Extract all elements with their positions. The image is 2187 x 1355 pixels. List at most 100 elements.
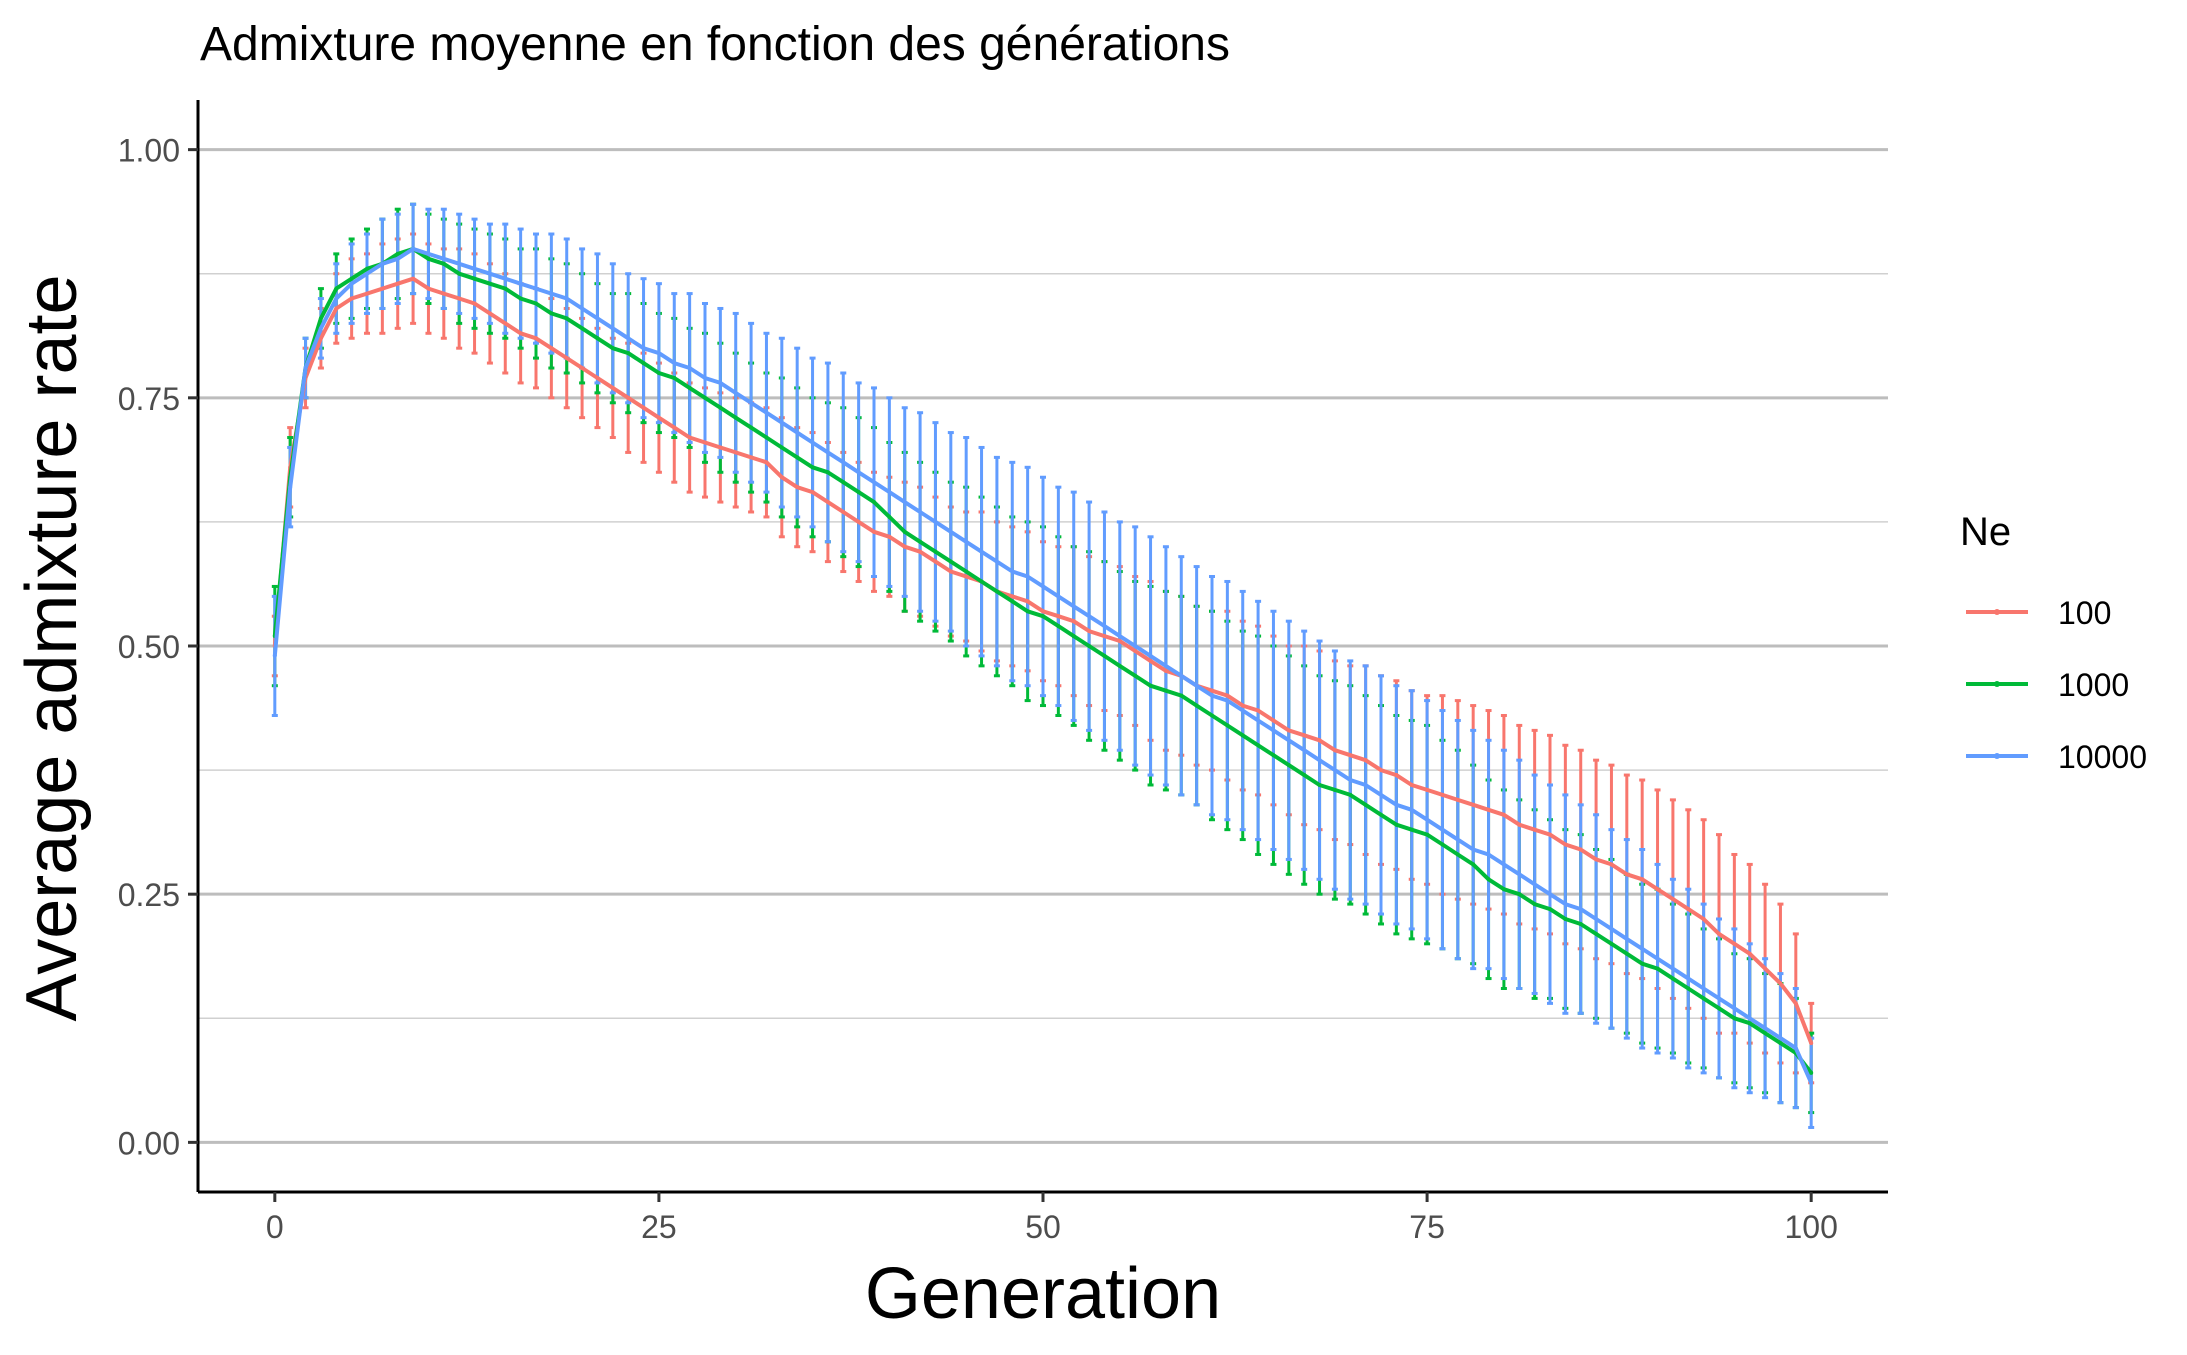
data-point <box>426 251 431 256</box>
data-point <box>487 311 492 316</box>
data-point <box>472 301 477 306</box>
data-point <box>288 485 293 490</box>
data-point <box>1640 877 1645 882</box>
data-point <box>1087 629 1092 634</box>
data-point <box>918 509 923 514</box>
data-point <box>887 490 892 495</box>
data-point <box>1179 693 1184 698</box>
data-point <box>1563 842 1568 847</box>
x-tick-label: 50 <box>1025 1209 1061 1245</box>
data-point <box>349 276 354 281</box>
data-point <box>1532 902 1537 907</box>
data-point <box>1548 832 1552 837</box>
data-point <box>303 366 308 371</box>
data-point <box>1609 926 1614 931</box>
data-point <box>918 539 923 544</box>
data-point <box>1302 773 1307 778</box>
data-point <box>426 286 431 291</box>
data-point <box>687 366 692 371</box>
data-point <box>1532 827 1537 832</box>
data-point <box>1256 718 1261 723</box>
data-point <box>1609 862 1614 867</box>
data-point <box>534 286 538 291</box>
data-point <box>518 296 523 301</box>
data-point <box>503 321 508 326</box>
data-point <box>1256 743 1261 748</box>
y-tick-label: 0.00 <box>118 1125 180 1161</box>
data-point <box>872 500 876 505</box>
data-point <box>1179 673 1184 678</box>
data-point <box>779 475 784 480</box>
y-tick-label: 0.50 <box>118 629 180 665</box>
data-point <box>580 326 585 331</box>
legend-title: Ne <box>1960 510 2011 554</box>
legend-key-point <box>1994 753 2000 759</box>
data-point <box>472 266 477 271</box>
data-point <box>349 296 354 301</box>
data-point <box>1425 787 1430 792</box>
data-point <box>472 276 477 281</box>
x-tick-label: 25 <box>641 1209 677 1245</box>
data-point <box>1210 693 1214 698</box>
data-point <box>1394 822 1399 827</box>
data-point <box>610 326 615 331</box>
series-lines <box>272 246 1814 1085</box>
data-point <box>841 460 846 465</box>
data-point <box>1210 713 1214 718</box>
data-point <box>626 336 631 341</box>
data-point <box>549 311 554 316</box>
data-point <box>1670 897 1675 902</box>
y-tick-label: 1.00 <box>118 133 180 169</box>
data-point <box>365 271 369 276</box>
data-point <box>1056 624 1061 629</box>
data-point <box>1133 648 1138 653</box>
data-point <box>441 256 446 261</box>
legend-label: 100 <box>2058 595 2111 631</box>
data-point <box>825 500 830 505</box>
data-point <box>610 385 615 390</box>
data-point <box>1394 773 1399 778</box>
data-point <box>1517 822 1522 827</box>
data-point <box>1471 802 1476 807</box>
data-point <box>795 430 800 435</box>
data-point <box>964 539 969 544</box>
data-point <box>1763 966 1768 971</box>
y-tick-label: 0.75 <box>118 381 180 417</box>
data-point <box>580 306 585 311</box>
data-point <box>518 331 523 336</box>
data-point <box>395 281 400 286</box>
data-point <box>1701 986 1706 991</box>
data-point <box>749 425 754 430</box>
data-point <box>1686 986 1691 991</box>
data-point <box>887 514 892 519</box>
data-point <box>1778 1036 1783 1041</box>
data-point <box>1056 594 1061 599</box>
data-point <box>1778 1041 1783 1046</box>
data-point <box>1686 907 1691 912</box>
data-point <box>672 375 677 380</box>
data-point <box>1379 792 1383 797</box>
data-point <box>1747 1021 1752 1026</box>
data-point <box>1302 733 1307 738</box>
data-point <box>1409 807 1414 812</box>
data-point <box>564 296 569 301</box>
data-point <box>779 445 784 450</box>
data-point <box>1148 658 1153 663</box>
data-point <box>380 286 385 291</box>
data-point <box>733 415 738 420</box>
data-point <box>1025 609 1030 614</box>
data-point <box>979 549 984 554</box>
data-point <box>1732 1006 1737 1011</box>
y-axis-title: Average admixture rate <box>12 274 92 1021</box>
data-point <box>580 366 585 371</box>
data-point <box>1501 812 1506 817</box>
data-point <box>902 500 907 505</box>
data-point <box>272 653 277 658</box>
data-point <box>749 455 754 460</box>
data-point <box>1056 614 1061 619</box>
data-point <box>1501 887 1506 892</box>
data-point <box>426 256 431 261</box>
data-point <box>1010 569 1015 574</box>
data-point <box>672 425 677 430</box>
data-point <box>1609 941 1614 946</box>
